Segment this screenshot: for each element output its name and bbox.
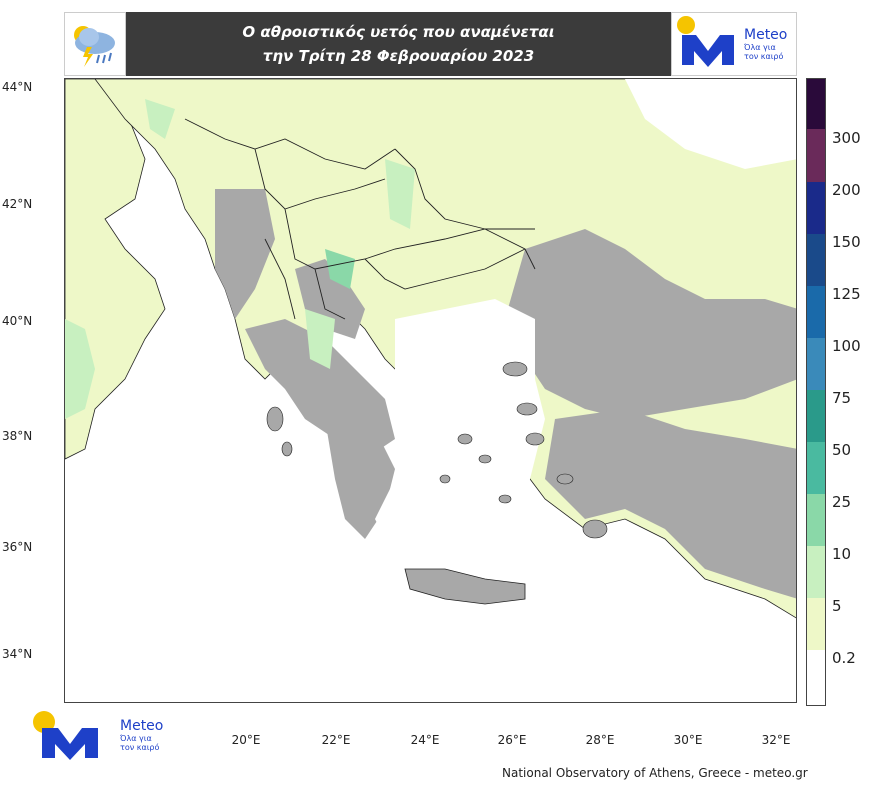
legend-swatch-100 (807, 286, 825, 338)
meteo-m-icon-footer (33, 711, 98, 760)
lat-label-40: 40°N (2, 314, 33, 328)
legend-label-50: 50 (832, 441, 852, 459)
footer-logo-tagline-1: Όλα για (120, 734, 152, 743)
precipitation-legend (806, 78, 826, 706)
lon-label-32: 32°E (761, 733, 791, 747)
logo-tagline-2: τον καιρό (744, 52, 784, 61)
lat-label-38: 38°N (2, 429, 33, 443)
precipitation-map (64, 78, 797, 703)
map-canvas (65, 79, 796, 619)
legend-swatch-50 (807, 390, 825, 442)
footer-logo-tagline-2: τον καιρό (120, 743, 160, 752)
legend-swatch-0 (807, 650, 825, 705)
lat-label-34: 34°N (2, 647, 33, 661)
legend-swatch-300plus (807, 79, 825, 129)
title-line-2: την Τρίτη 28 Φεβρουαρίου 2023 (262, 47, 535, 65)
lon-label-24: 24°E (410, 733, 440, 747)
lat-label-36: 36°N (2, 540, 33, 554)
meteo-logo-footer: Meteo Όλα για τον καιρό (30, 708, 180, 764)
rain-cloud-icon (74, 26, 115, 67)
legend-label-300: 300 (832, 129, 861, 147)
logo-brand-name: Meteo (744, 27, 788, 43)
legend-swatch-75 (807, 338, 825, 390)
meteo-m-icon (677, 16, 734, 67)
legend-swatch-5 (807, 546, 825, 598)
legend-label-125: 125 (832, 285, 861, 303)
legend-label-02: 0.2 (832, 649, 856, 667)
lon-label-26: 26°E (497, 733, 527, 747)
legend-swatch-200 (807, 129, 825, 182)
legend-label-5: 5 (832, 597, 842, 615)
footer-credit: National Observatory of Athens, Greece -… (502, 766, 808, 780)
lon-label-22: 22°E (321, 733, 351, 747)
title-line-1: Ο αθροιστικός υετός που αναμένεται (242, 23, 555, 41)
legend-swatch-125 (807, 234, 825, 286)
header-weather-icon-box (64, 12, 126, 76)
legend-swatch-10 (807, 494, 825, 546)
legend-label-25: 25 (832, 493, 852, 511)
crete-island (404, 568, 526, 605)
lat-label-42: 42°N (2, 197, 33, 211)
footer-logo-brand: Meteo (120, 718, 164, 734)
country-borders (184, 118, 536, 320)
legend-swatch-150 (807, 182, 825, 234)
aegean-islands (266, 361, 608, 539)
legend-label-100: 100 (832, 337, 861, 355)
logo-tagline-1: Όλα για (744, 43, 776, 52)
legend-swatch-02 (807, 598, 825, 650)
legend-label-200: 200 (832, 181, 861, 199)
header-logo-box: Meteo Όλα για τον καιρό (671, 12, 797, 76)
legend-swatch-25 (807, 442, 825, 494)
legend-label-10: 10 (832, 545, 852, 563)
legend-label-150: 150 (832, 233, 861, 251)
lon-label-20: 20°E (231, 733, 261, 747)
map-title: Ο αθροιστικός υετός που αναμένεται την Τ… (126, 12, 671, 76)
lat-label-44: 44°N (2, 80, 33, 94)
lon-label-30: 30°E (673, 733, 703, 747)
legend-label-75: 75 (832, 389, 852, 407)
lon-label-28: 28°E (585, 733, 615, 747)
